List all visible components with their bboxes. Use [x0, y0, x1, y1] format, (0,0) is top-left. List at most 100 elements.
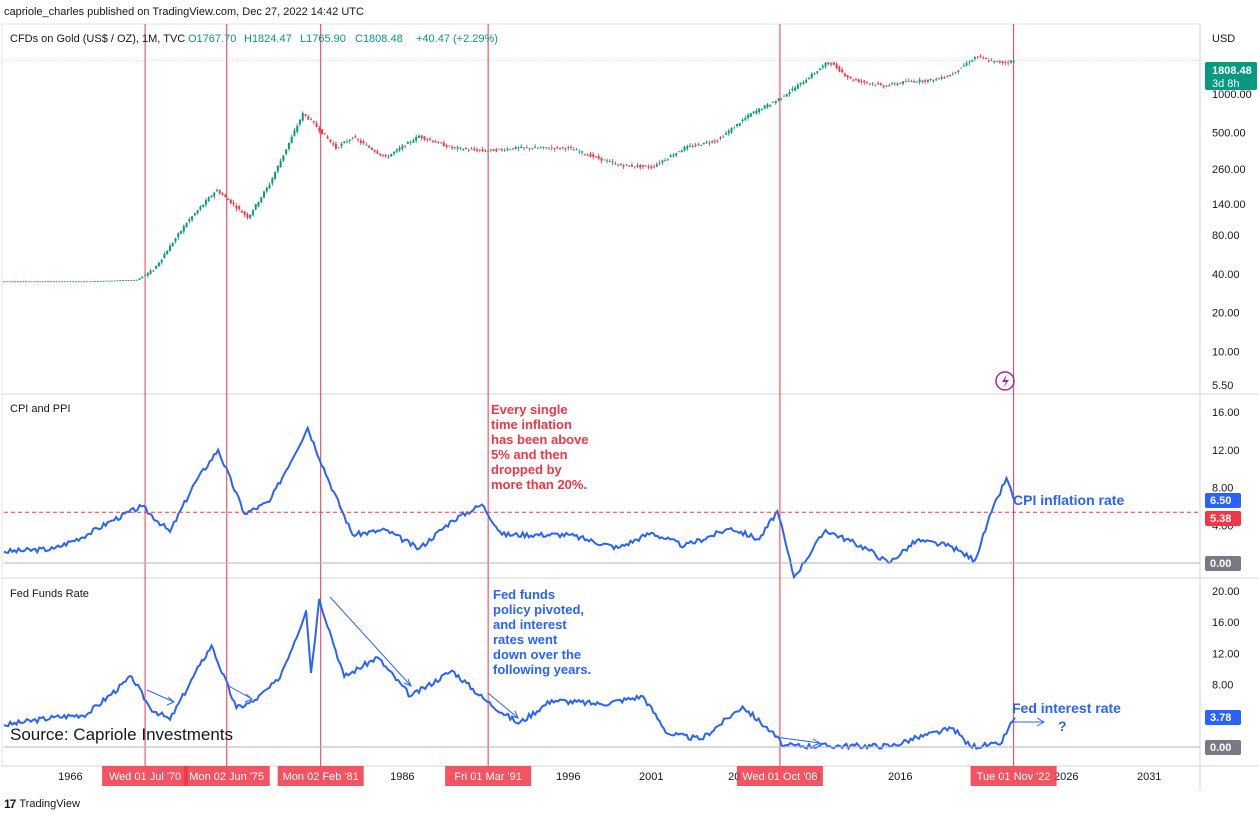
trend-arrows — [146, 596, 1046, 747]
gold-candle — [127, 280, 130, 282]
fed-note-line: down over the — [493, 647, 581, 662]
gold-candle — [520, 146, 523, 149]
gold-candle — [395, 149, 398, 152]
gold-candle — [857, 79, 860, 82]
gold-candle — [141, 276, 144, 279]
gold-candle — [915, 81, 918, 83]
currency-label[interactable]: USD — [1212, 33, 1235, 45]
gold-candle — [50, 281, 53, 283]
gold-candle — [619, 163, 622, 166]
gold-candle — [456, 147, 459, 149]
gold-candle — [700, 144, 703, 146]
arrow-1975 — [226, 684, 253, 703]
gold-candle — [423, 136, 426, 140]
gold-candle — [736, 123, 739, 126]
lightning-icon[interactable] — [995, 371, 1015, 391]
gold-candle — [943, 77, 946, 79]
gold-candle — [426, 139, 429, 140]
gold-legend-change: +40.47 (+2.29%) — [416, 33, 498, 45]
gold-candle — [155, 265, 158, 269]
gold-candle — [755, 110, 758, 114]
gold-candle — [133, 279, 136, 281]
gold-candle — [163, 254, 166, 259]
gold-candle — [658, 162, 661, 164]
gold-ytick-label: 80.00 — [1212, 230, 1240, 242]
gold-ytick-label: 5.50 — [1212, 380, 1233, 392]
gold-legend-symbol[interactable]: CFDs on Gold (US$ / OZ), 1M, TVC — [10, 33, 185, 45]
gold-candle — [146, 272, 149, 276]
fed-last-badge: 3.78 — [1205, 710, 1241, 725]
gold-candle — [799, 82, 802, 85]
gold-candle — [166, 251, 169, 255]
gold-candle — [556, 146, 559, 148]
gold-candle — [962, 65, 965, 67]
tradingview-brand[interactable]: TradingView — [19, 798, 80, 810]
gold-candle — [581, 151, 584, 153]
fed-ytick-label: 16.00 — [1212, 617, 1240, 629]
cpi-ytick-label: 8.00 — [1212, 483, 1233, 495]
fed-ytick-label: 12.00 — [1212, 648, 1240, 660]
gold-candle — [66, 281, 69, 283]
gold-candle — [625, 164, 628, 166]
gold-candle — [249, 214, 252, 219]
gold-candle — [597, 156, 600, 159]
gold-candle — [954, 71, 957, 73]
gold-candle — [390, 154, 393, 157]
gold-candle — [11, 281, 14, 283]
gold-candle — [448, 145, 451, 147]
gold-candle — [19, 281, 22, 283]
event-badge — [277, 766, 364, 786]
gold-candle — [824, 62, 827, 67]
gold-candle — [85, 281, 88, 283]
gold-candle — [376, 151, 379, 154]
cpi-note-line: has been above — [491, 432, 589, 447]
gold-candle — [705, 142, 708, 143]
xtick-label: 1966 — [58, 771, 82, 783]
gold-candle — [860, 80, 863, 82]
fed-pane — [3, 598, 1200, 751]
arrow-1970 — [146, 689, 175, 706]
gold-candle — [985, 57, 988, 59]
gold-candle — [500, 149, 503, 151]
price-axis[interactable]: 5.50 10.00 20.00 40.00 80.00 140.00 260.00 500.… — [1212, 89, 1252, 723]
tradingview-logo-icon[interactable]: 17 — [4, 797, 16, 811]
xtick-label: 1996 — [556, 771, 580, 783]
gold-candle — [30, 281, 33, 283]
gold-candle — [910, 81, 913, 82]
gold-candle — [957, 70, 960, 72]
gold-candle — [641, 165, 644, 167]
gold-candle — [727, 130, 730, 134]
gold-candle — [404, 145, 407, 147]
gold-candle — [877, 83, 880, 85]
fed-note-line: and interest — [493, 617, 567, 632]
gold-candle — [459, 147, 462, 149]
gold-legend-open: O1767.70 — [188, 33, 236, 45]
cpi-pane-title[interactable]: CPI and PPI — [10, 403, 71, 415]
gold-candle — [323, 133, 326, 135]
event-badge — [970, 766, 1057, 786]
gold-candle — [445, 145, 448, 148]
gold-candle — [38, 281, 41, 283]
gold-candle — [346, 141, 349, 143]
gold-candle — [1007, 62, 1010, 64]
gold-candle — [600, 157, 603, 161]
time-axis[interactable]: 1966198619962001200201620262031 — [58, 771, 1161, 783]
gold-candle — [514, 146, 517, 150]
gold-candle — [722, 136, 725, 138]
gold-candle — [77, 281, 80, 283]
event-badge — [183, 766, 270, 786]
gold-candle — [384, 154, 387, 157]
fed-pane-title[interactable]: Fed Funds Rate — [10, 588, 89, 600]
gold-candle — [926, 79, 929, 82]
gold-candle — [14, 281, 17, 283]
fed-note-line: policy pivoted, — [493, 602, 584, 617]
gold-candle — [666, 158, 669, 160]
gold-candle — [968, 62, 971, 64]
gold-candle — [381, 154, 384, 156]
event-date-badges: Wed 01 Jul '70 Mon 02 Jun '75 Mon 02 Feb '… — [102, 766, 1057, 786]
gold-candle — [976, 56, 979, 58]
gold-candle — [937, 78, 940, 80]
gold-candle — [506, 148, 509, 150]
gold-candle — [235, 205, 238, 209]
